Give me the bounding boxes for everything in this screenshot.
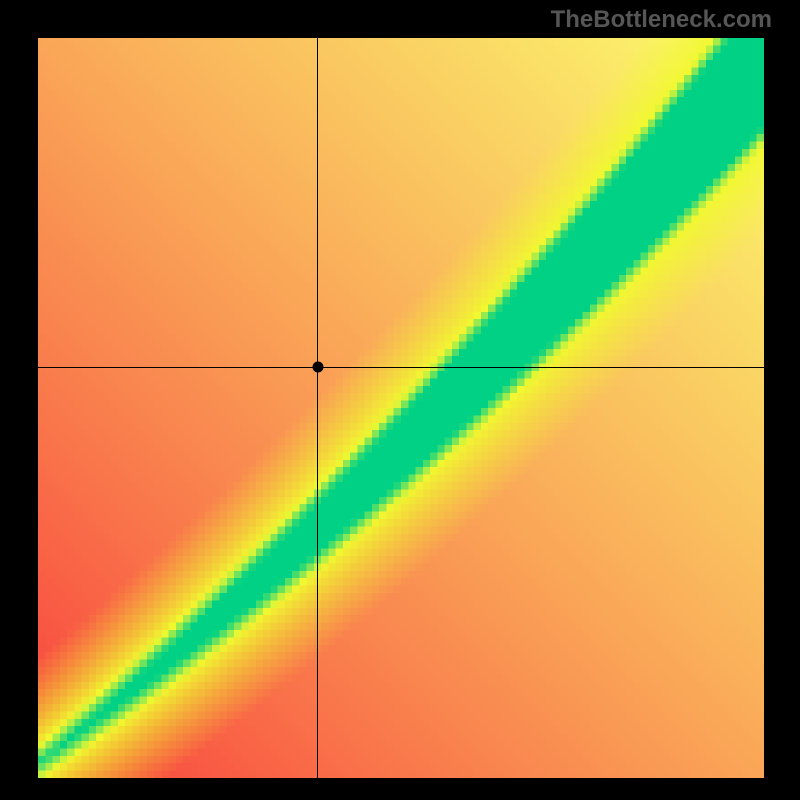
- crosshair-marker-dot: [312, 362, 323, 373]
- crosshair-vertical-line: [317, 38, 318, 778]
- bottleneck-heatmap: [38, 38, 764, 778]
- watermark-text: TheBottleneck.com: [551, 6, 772, 34]
- crosshair-horizontal-line: [38, 367, 764, 368]
